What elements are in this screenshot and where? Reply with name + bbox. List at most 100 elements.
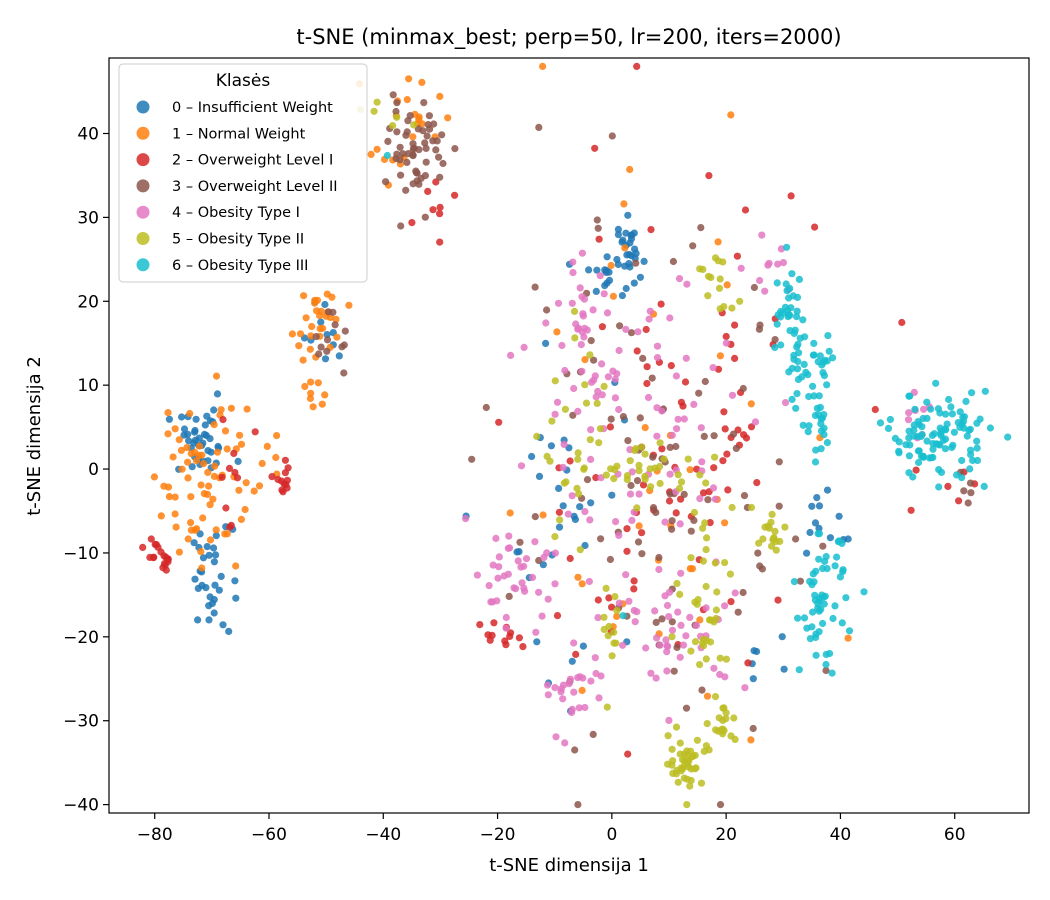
data-point <box>949 441 957 449</box>
data-point <box>626 165 634 174</box>
data-point <box>594 224 602 232</box>
data-point <box>409 180 417 188</box>
data-point <box>600 290 608 298</box>
data-point <box>676 520 684 528</box>
data-point <box>643 379 651 388</box>
data-point <box>632 259 640 267</box>
data-point <box>543 306 551 314</box>
data-point <box>196 530 204 538</box>
data-point <box>660 455 668 463</box>
data-point <box>412 167 420 175</box>
data-point <box>587 337 595 345</box>
data-point <box>544 691 552 699</box>
data-point <box>589 306 597 314</box>
data-point <box>631 618 639 626</box>
data-point <box>663 667 671 675</box>
data-point <box>581 356 589 364</box>
data-point <box>692 621 701 630</box>
data-point <box>150 473 158 481</box>
data-point <box>684 455 692 463</box>
data-point <box>716 352 725 360</box>
data-point <box>555 523 564 531</box>
data-point <box>966 479 975 487</box>
data-point <box>598 360 606 368</box>
data-point <box>775 502 783 510</box>
x-tick-label: −40 <box>365 825 401 845</box>
data-point <box>192 415 200 423</box>
data-point <box>403 96 411 104</box>
data-point <box>697 224 705 232</box>
data-point <box>572 650 580 659</box>
data-point <box>790 329 798 337</box>
y-axis-label: t-SNE dimensija 2 <box>24 356 45 516</box>
data-point <box>587 677 595 685</box>
data-point <box>715 284 724 292</box>
data-point <box>634 538 643 546</box>
data-point <box>557 685 565 693</box>
y-tick-label: −30 <box>63 712 99 732</box>
data-point <box>402 186 410 194</box>
data-point <box>517 563 525 571</box>
legend-marker <box>136 100 150 114</box>
data-point <box>613 607 621 615</box>
legend-label: 1 – Normal Weight <box>172 126 306 142</box>
data-point <box>683 775 692 783</box>
data-point <box>585 266 593 274</box>
data-point <box>622 284 630 293</box>
data-point <box>702 655 710 663</box>
data-point <box>680 750 689 758</box>
data-point <box>626 457 634 465</box>
data-point <box>206 536 215 544</box>
data-point <box>668 618 676 626</box>
data-point <box>573 484 581 492</box>
data-point <box>436 173 444 181</box>
data-point <box>727 598 735 606</box>
data-point <box>771 343 779 352</box>
data-point <box>917 432 925 441</box>
data-points <box>139 62 1012 809</box>
data-point <box>644 393 653 402</box>
data-point <box>653 432 661 440</box>
legend-label: 3 – Overweight Level II <box>172 179 338 195</box>
data-point <box>635 522 643 530</box>
x-tick-label: −20 <box>480 825 516 845</box>
data-point <box>553 398 562 406</box>
data-point <box>231 577 239 585</box>
data-point <box>532 628 540 636</box>
data-point <box>410 144 418 152</box>
data-point <box>775 458 783 466</box>
data-point <box>710 664 718 672</box>
data-point <box>664 642 672 651</box>
data-point <box>171 425 179 433</box>
data-point <box>219 416 227 424</box>
data-point <box>149 554 157 562</box>
data-point <box>199 514 207 522</box>
data-point <box>171 493 179 501</box>
data-point <box>904 416 913 424</box>
data-point <box>815 555 823 563</box>
data-point <box>792 535 800 543</box>
data-point <box>164 555 172 563</box>
data-point <box>699 489 708 497</box>
data-point <box>205 616 213 624</box>
data-point <box>164 430 172 438</box>
data-point <box>627 231 635 239</box>
data-point <box>227 404 235 412</box>
data-point <box>317 318 325 326</box>
x-tick-label: 0 <box>606 825 617 845</box>
data-point <box>188 463 196 471</box>
data-point <box>634 328 642 336</box>
data-point <box>902 441 910 449</box>
data-point <box>315 350 323 358</box>
data-point <box>551 377 559 385</box>
data-point <box>296 330 305 338</box>
data-point <box>489 561 497 569</box>
data-point <box>716 801 725 809</box>
data-point <box>669 257 678 266</box>
data-point <box>159 564 167 572</box>
series-0 <box>165 211 852 715</box>
data-point <box>281 469 289 477</box>
data-point <box>539 62 547 70</box>
data-point <box>664 732 672 740</box>
y-axis: −40 −30 −20 −10 0 10 20 30 40 <box>63 125 109 816</box>
